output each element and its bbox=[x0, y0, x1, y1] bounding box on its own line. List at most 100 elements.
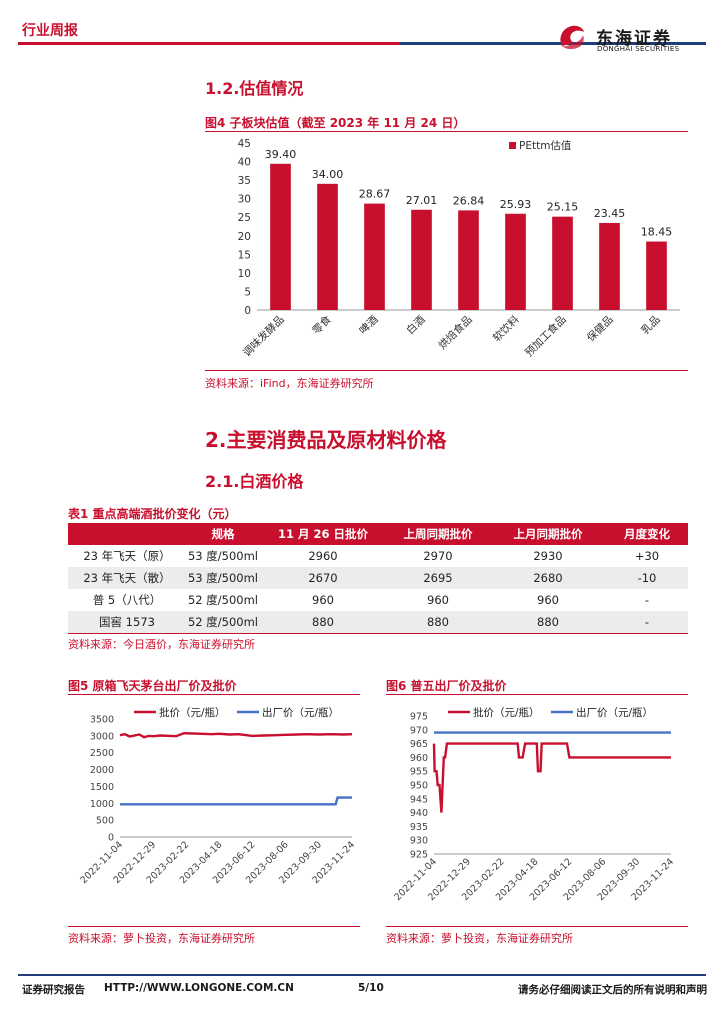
series-line bbox=[120, 796, 352, 806]
y-tick-label: 40 bbox=[238, 157, 251, 169]
figure-rule-bottom bbox=[68, 926, 360, 927]
data-label: 25.93 bbox=[500, 198, 532, 211]
figure-rule bbox=[386, 694, 688, 695]
figure-title: 图5 原箱飞天茅台出厂价及批价 bbox=[68, 679, 237, 693]
y-tick-label: 930 bbox=[410, 836, 428, 847]
y-tick-label: 30 bbox=[238, 194, 251, 206]
y-tick-label: 0 bbox=[108, 833, 114, 844]
logo-text-en: DONGHAI SECURITIES bbox=[597, 45, 680, 53]
logo-text-cn: 东海证券 bbox=[596, 29, 672, 49]
figure-rule bbox=[68, 694, 360, 695]
header-rule-blue bbox=[400, 42, 706, 45]
data-label: 25.15 bbox=[547, 201, 579, 214]
figure-source: 资料来源：iFind，东海证券研究所 bbox=[205, 377, 374, 390]
moutai-price-line-chart: 05001000150020002500300035002022-11-0420… bbox=[78, 706, 357, 886]
y-tick-label: 1500 bbox=[90, 782, 114, 793]
table-cell: 2680 bbox=[490, 567, 606, 589]
figure-source: 资料来源：萝卜投资，东海证券研究所 bbox=[386, 932, 573, 945]
bar bbox=[505, 213, 526, 310]
table-cell: -10 bbox=[606, 567, 688, 589]
data-label: 28.67 bbox=[359, 188, 391, 201]
table-cell: 52 度/500ml bbox=[186, 611, 260, 633]
legend-swatch bbox=[509, 142, 516, 149]
y-tick-label: 940 bbox=[410, 808, 428, 819]
table-header-row: 规格 11 月 26 日批价 上周同期批价 上月同期批价 月度变化 bbox=[68, 523, 688, 545]
y-tick-label: 25 bbox=[238, 212, 251, 224]
table-cell: 普 5（八代） bbox=[92, 593, 162, 607]
footer-disclaimer: 请务必仔细阅读正文后的所有说明和声明 bbox=[518, 984, 707, 996]
table-row: 普 5（八代） 52 度/500ml 960 960 960 - bbox=[68, 589, 688, 611]
y-tick-label: 970 bbox=[410, 725, 428, 736]
y-tick-label: 3500 bbox=[90, 715, 114, 726]
dragon-logo-icon bbox=[560, 25, 584, 50]
data-label: 34.00 bbox=[312, 168, 344, 181]
table-cell: 23 年飞天（散） bbox=[68, 567, 186, 589]
figure-rule-bottom bbox=[205, 370, 688, 371]
data-label: 26.84 bbox=[453, 194, 485, 207]
legend-label: 批价（元/瓶） bbox=[473, 706, 540, 719]
table-cell: - bbox=[644, 593, 650, 607]
table-cell: 2670 bbox=[260, 567, 386, 589]
data-label: 27.01 bbox=[406, 194, 438, 207]
figure-title: 图4 子板块估值（截至 2023 年 11 月 24 日） bbox=[205, 116, 466, 130]
y-tick-label: 975 bbox=[410, 712, 428, 723]
footer-rule bbox=[18, 974, 706, 976]
column-header bbox=[68, 523, 186, 545]
x-tick-label: 乳品 bbox=[639, 313, 663, 337]
y-tick-label: 500 bbox=[96, 816, 114, 827]
valuation-bar-chart: 0 5 10 15 20 25 30 35 40 45 39.40 调味发酵品 34.00 零食 28.67… bbox=[238, 138, 680, 359]
data-label: 23.45 bbox=[594, 207, 626, 220]
bar bbox=[646, 241, 667, 310]
data-label: 18.45 bbox=[641, 226, 673, 239]
y-tick-label: 5 bbox=[244, 286, 251, 298]
y-tick-label: 15 bbox=[238, 249, 251, 261]
y-tick-label: 925 bbox=[410, 850, 428, 861]
y-tick-label: 960 bbox=[410, 753, 428, 764]
y-tick-label: 935 bbox=[410, 822, 428, 833]
legend-label: 出厂价（元/瓶） bbox=[262, 706, 339, 719]
table-cell: 960 bbox=[537, 593, 559, 607]
column-header: 11 月 26 日批价 bbox=[260, 523, 386, 545]
footer-url-link[interactable]: HTTP://WWW.LONGONE.COM.CN bbox=[104, 982, 294, 994]
bar bbox=[411, 209, 432, 310]
y-tick-label: 45 bbox=[238, 138, 251, 150]
column-header: 上月同期批价 bbox=[490, 523, 606, 545]
table-row: 23 年飞天（散） 53 度/500ml 2670 2695 2680 -10 bbox=[68, 567, 688, 589]
x-tick-label: 白酒 bbox=[404, 313, 428, 337]
table-cell: 国窖 1573 bbox=[68, 611, 186, 633]
table-cell: 880 bbox=[386, 611, 490, 633]
figure-title: 图6 普五出厂价及批价 bbox=[386, 679, 507, 693]
table-cell: 52 度/500ml bbox=[187, 593, 258, 607]
table-cell: 53 度/500ml bbox=[187, 549, 258, 563]
x-tick-label: 零食 bbox=[310, 313, 334, 337]
series-line bbox=[119, 731, 353, 739]
y-tick-label: 955 bbox=[410, 767, 428, 778]
table-cell: +30 bbox=[634, 549, 660, 563]
y-tick-label: 20 bbox=[238, 231, 251, 243]
column-header: 月度变化 bbox=[606, 523, 688, 545]
y-tick-label: 950 bbox=[410, 781, 428, 792]
x-tick-label: 调味发酵品 bbox=[240, 313, 286, 359]
table-cell: 2970 bbox=[423, 549, 453, 563]
bar bbox=[270, 163, 291, 310]
table-cell: 960 bbox=[427, 593, 449, 607]
y-tick-label: 945 bbox=[410, 794, 428, 805]
bar bbox=[599, 222, 620, 310]
x-tick-label: 预加工食品 bbox=[522, 313, 568, 359]
footer-label: 证券研究报告 bbox=[22, 984, 85, 996]
x-tick-label: 啤酒 bbox=[357, 313, 381, 337]
data-label: 39.40 bbox=[265, 148, 297, 161]
y-tick-label: 3000 bbox=[90, 731, 114, 742]
bar bbox=[458, 210, 479, 310]
y-tick-label: 35 bbox=[238, 175, 251, 187]
table-cell: 53 度/500ml bbox=[186, 567, 260, 589]
x-tick-label: 烘焙食品 bbox=[436, 313, 475, 352]
table-cell: 2960 bbox=[308, 549, 338, 563]
bar bbox=[364, 203, 385, 310]
y-tick-label: 965 bbox=[410, 739, 428, 750]
subsection-heading: 2.1.白酒价格 bbox=[205, 472, 304, 491]
x-tick-label: 软饮料 bbox=[490, 313, 522, 345]
section-heading: 1.2.估值情况 bbox=[205, 79, 304, 98]
y-tick-label: 1000 bbox=[90, 799, 114, 810]
y-tick-label: 2500 bbox=[90, 748, 114, 759]
